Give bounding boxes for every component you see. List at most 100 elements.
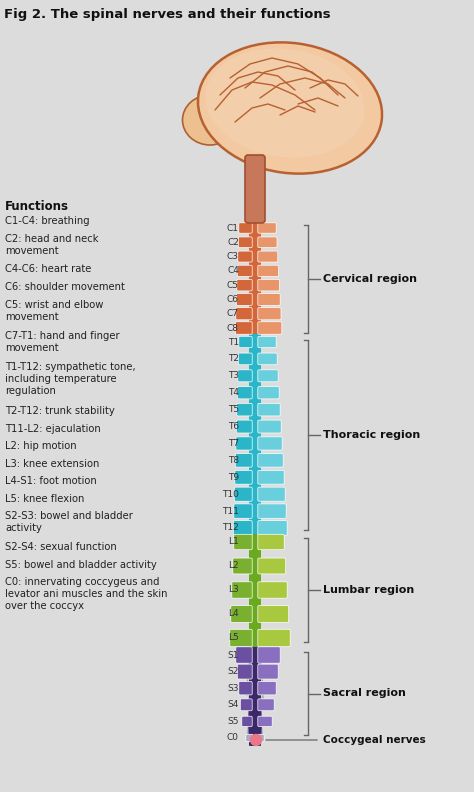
FancyBboxPatch shape xyxy=(258,664,278,679)
FancyBboxPatch shape xyxy=(237,664,252,679)
FancyBboxPatch shape xyxy=(246,734,253,741)
FancyBboxPatch shape xyxy=(258,630,290,647)
Ellipse shape xyxy=(198,42,382,173)
FancyBboxPatch shape xyxy=(258,294,280,306)
FancyBboxPatch shape xyxy=(258,322,282,334)
FancyBboxPatch shape xyxy=(258,716,272,726)
FancyBboxPatch shape xyxy=(245,155,265,223)
FancyBboxPatch shape xyxy=(258,307,281,320)
Text: C8: C8 xyxy=(227,323,239,333)
FancyBboxPatch shape xyxy=(258,520,287,535)
FancyBboxPatch shape xyxy=(258,606,289,623)
Text: C7-T1: hand and finger
movement: C7-T1: hand and finger movement xyxy=(5,330,119,352)
FancyBboxPatch shape xyxy=(236,437,252,450)
FancyBboxPatch shape xyxy=(258,470,284,484)
Text: L5: L5 xyxy=(228,634,239,642)
Text: T5: T5 xyxy=(228,406,239,414)
Text: T8: T8 xyxy=(228,456,239,465)
Text: L2: L2 xyxy=(228,562,239,570)
FancyBboxPatch shape xyxy=(258,582,287,598)
Text: S5: bowel and bladder activity: S5: bowel and bladder activity xyxy=(5,559,157,569)
FancyBboxPatch shape xyxy=(258,487,285,501)
FancyBboxPatch shape xyxy=(258,420,281,433)
FancyBboxPatch shape xyxy=(238,251,252,262)
FancyBboxPatch shape xyxy=(242,716,252,726)
Ellipse shape xyxy=(182,95,237,145)
FancyBboxPatch shape xyxy=(258,558,286,574)
Text: C2: head and neck
movement: C2: head and neck movement xyxy=(5,234,99,256)
FancyBboxPatch shape xyxy=(258,437,282,450)
Text: L1: L1 xyxy=(228,538,239,546)
Text: Coccygeal nerves: Coccygeal nerves xyxy=(323,735,426,745)
Text: T6: T6 xyxy=(228,422,239,431)
FancyBboxPatch shape xyxy=(258,237,277,248)
Text: C4: C4 xyxy=(227,266,239,276)
FancyBboxPatch shape xyxy=(237,420,252,433)
Text: L4: L4 xyxy=(228,610,239,619)
Ellipse shape xyxy=(205,48,365,158)
FancyBboxPatch shape xyxy=(235,322,252,334)
Text: C4-C6: heart rate: C4-C6: heart rate xyxy=(5,265,91,275)
FancyBboxPatch shape xyxy=(249,334,261,536)
FancyBboxPatch shape xyxy=(234,504,252,518)
FancyBboxPatch shape xyxy=(258,337,276,348)
FancyBboxPatch shape xyxy=(237,280,252,291)
Text: T10: T10 xyxy=(222,489,239,499)
FancyBboxPatch shape xyxy=(237,403,252,416)
FancyBboxPatch shape xyxy=(233,558,252,574)
FancyBboxPatch shape xyxy=(258,647,280,663)
Text: Lumbar region: Lumbar region xyxy=(323,585,414,595)
FancyBboxPatch shape xyxy=(232,582,252,598)
Text: C6: shoulder movement: C6: shoulder movement xyxy=(5,282,125,292)
Text: T4: T4 xyxy=(228,388,239,398)
FancyBboxPatch shape xyxy=(230,630,252,647)
Text: C7: C7 xyxy=(227,309,239,318)
FancyBboxPatch shape xyxy=(239,337,252,348)
FancyBboxPatch shape xyxy=(249,534,261,649)
FancyBboxPatch shape xyxy=(258,454,283,467)
Text: C6: C6 xyxy=(227,295,239,304)
FancyBboxPatch shape xyxy=(239,681,252,695)
Text: Cervical region: Cervical region xyxy=(323,274,417,284)
FancyBboxPatch shape xyxy=(234,535,252,550)
Text: S1: S1 xyxy=(228,650,239,660)
FancyBboxPatch shape xyxy=(258,681,276,695)
Text: C5: wrist and elbow
movement: C5: wrist and elbow movement xyxy=(5,299,103,322)
Text: L4-S1: foot motion: L4-S1: foot motion xyxy=(5,476,97,486)
Text: S2-S4: sexual function: S2-S4: sexual function xyxy=(5,542,117,552)
FancyBboxPatch shape xyxy=(238,370,252,382)
Text: S3: S3 xyxy=(228,683,239,693)
Text: T11: T11 xyxy=(222,507,239,516)
FancyBboxPatch shape xyxy=(238,237,252,248)
FancyBboxPatch shape xyxy=(238,353,252,365)
FancyBboxPatch shape xyxy=(235,470,252,484)
Text: T2-T12: trunk stability: T2-T12: trunk stability xyxy=(5,406,115,416)
Text: L2: hip motion: L2: hip motion xyxy=(5,441,77,451)
FancyBboxPatch shape xyxy=(258,223,276,233)
Text: T3: T3 xyxy=(228,371,239,380)
FancyBboxPatch shape xyxy=(240,699,252,710)
Text: Functions: Functions xyxy=(5,200,69,213)
Text: Sacral region: Sacral region xyxy=(323,688,406,699)
Text: C5: C5 xyxy=(227,280,239,290)
FancyBboxPatch shape xyxy=(257,734,264,741)
FancyBboxPatch shape xyxy=(233,520,252,535)
Text: Fig 2. The spinal nerves and their functions: Fig 2. The spinal nerves and their funct… xyxy=(4,8,331,21)
Text: C1: C1 xyxy=(227,223,239,233)
Text: C0: innervating coccygeus and
levator ani muscles and the skin
over the coccyx: C0: innervating coccygeus and levator an… xyxy=(5,577,167,611)
Text: S5: S5 xyxy=(228,717,239,726)
FancyBboxPatch shape xyxy=(258,280,279,291)
FancyBboxPatch shape xyxy=(258,265,279,276)
Polygon shape xyxy=(246,162,264,185)
FancyBboxPatch shape xyxy=(258,370,278,382)
Text: S4: S4 xyxy=(228,700,239,710)
Text: T7: T7 xyxy=(228,439,239,448)
FancyBboxPatch shape xyxy=(234,487,252,501)
Text: T2: T2 xyxy=(228,354,239,364)
Text: T9: T9 xyxy=(228,473,239,482)
Text: S2: S2 xyxy=(228,667,239,676)
FancyBboxPatch shape xyxy=(258,403,280,416)
FancyBboxPatch shape xyxy=(237,294,252,306)
FancyBboxPatch shape xyxy=(249,219,261,336)
FancyBboxPatch shape xyxy=(239,223,252,233)
